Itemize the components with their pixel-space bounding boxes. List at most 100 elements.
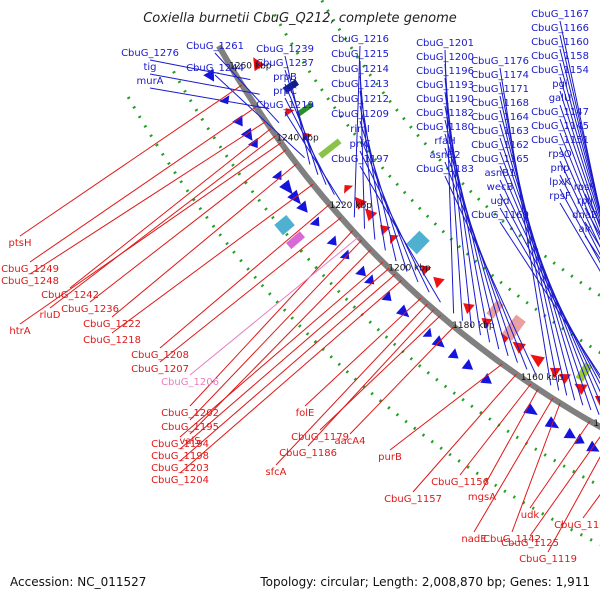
forward-label-cbug-1197: CbuG_1197 [331, 154, 389, 165]
forward-label-rpso: rpsO [548, 149, 572, 160]
leader-line [499, 207, 600, 380]
leader-line [284, 111, 344, 205]
forward-label-rpsr: rpsR [574, 182, 597, 193]
gc-content-track [126, 0, 600, 546]
reverse-gene-arrow [354, 196, 367, 210]
reverse-label-udk: udk [521, 510, 540, 521]
forward-gene-arrow [447, 348, 459, 359]
reverse-label-cbug-1186: CbuG_1186 [279, 448, 337, 459]
forward-label-cbug-1163: CbuG_1163 [471, 126, 529, 137]
forward-label-cbug-1169: CbuG_1169 [471, 210, 529, 221]
leader-line [111, 163, 297, 318]
reverse-label-cbug-1125: CbuG_1125 [501, 538, 559, 549]
forward-label-cbug-1158: CbuG_1158 [531, 51, 589, 62]
forward-label-tig: tig [143, 62, 156, 73]
leader-line [89, 149, 287, 303]
leader-line [559, 20, 600, 214]
leader-line [389, 363, 503, 451]
leader-line [359, 150, 430, 293]
reverse-gene-arrow [530, 354, 545, 368]
reverse-label-cbug-1207: CbuG_1207 [131, 364, 189, 375]
reverse-label-cbug-1119: CbuG_1119 [519, 554, 577, 565]
forward-label-rimi: rimI [350, 124, 370, 135]
map-title: Coxiella burnetii CbuG_Q212, complete ge… [143, 11, 457, 26]
forward-label-cbug-1160: CbuG_1160 [531, 37, 589, 48]
forward-label-cbug-1166: CbuG_1166 [531, 23, 589, 34]
reverse-label-cbug-1248: CbuG_1248 [1, 276, 59, 287]
leader-line [359, 135, 419, 283]
reverse-label-cbug-1120: CbuG_1120 [554, 520, 600, 531]
reverse-label-htra: htrA [9, 326, 30, 337]
leader-line [159, 204, 330, 349]
forward-label-cbug-1154: CbuG_1154 [531, 65, 589, 76]
leader-line [69, 128, 272, 289]
reverse-gene-arrow [344, 185, 354, 194]
forward-label-pnp: pnp [550, 163, 569, 174]
leader-line [149, 59, 251, 81]
forward-label-cbug-1190: CbuG_1190 [416, 94, 474, 105]
leader-line [179, 273, 396, 462]
forward-label-cbug-1261: CbuG_1261 [186, 41, 244, 52]
forward-label-ugd: ugd [490, 196, 509, 207]
forward-label-mura: murA [136, 76, 163, 87]
tick-label-1140-kbp: 1140 kbp [593, 419, 600, 429]
reverse-label-vals: valS [179, 436, 200, 447]
leader-line [275, 303, 428, 466]
cog-category-block [406, 230, 430, 255]
leader-line [559, 90, 600, 219]
leader-line [559, 188, 600, 264]
accession-text: Accession: NC_011527 [10, 575, 146, 589]
reverse-label-cbug-1242: CbuG_1242 [41, 290, 99, 301]
tick-label-1180-kbp: 1180 kbp [452, 321, 495, 331]
forward-label-cbug-1213: CbuG_1213 [331, 79, 389, 90]
leader-line [189, 230, 354, 407]
forward-gene-arrow [309, 216, 320, 227]
leader-line [359, 165, 441, 303]
forward-label-rpsf: rpsF [549, 191, 571, 202]
forward-label-cbug-1182: CbuG_1182 [416, 108, 474, 119]
leader-line [559, 174, 600, 256]
leader-line [307, 309, 435, 447]
reverse-label-cbug-1157: CbuG_1157 [384, 494, 442, 505]
reverse-gene-arrow [481, 318, 493, 329]
leader-line [284, 69, 319, 175]
reverse-label-mgsa: mgsA [468, 492, 496, 503]
forward-label-cbug-1239: CbuG_1239 [256, 44, 314, 55]
forward-gene-arrow [480, 373, 492, 384]
leader-line [214, 52, 280, 124]
forward-gene-arrow [364, 274, 375, 285]
forward-gene-arrow [355, 265, 366, 277]
leader-line [559, 104, 600, 223]
kbp-tick-marks: 1260 kbp 1240 kbp 1220 kbp 1200 kbp 1180 kbp… [229, 62, 600, 429]
leader-line [473, 398, 554, 533]
leader-line [559, 202, 600, 272]
leader-line [444, 175, 537, 376]
reverse-label-aaca4: aacA4 [335, 436, 366, 447]
forward-label-cbug-1200: CbuG_1200 [416, 52, 474, 63]
leader-line [359, 75, 376, 240]
leader-line [481, 388, 539, 491]
forward-label-asnb1: asnB1 [485, 168, 516, 179]
forward-label-cbug-1201: CbuG_1201 [416, 38, 474, 49]
forward-gene-arrow [586, 440, 600, 452]
forward-gene-arrow [381, 291, 392, 301]
leader-line [559, 48, 600, 212]
reverse-gene-arrow [365, 208, 378, 222]
forward-label-prfc: prfC [350, 139, 371, 150]
reverse-label-cbug-1179: CbuG_1179 [291, 432, 349, 443]
reverse-label-nade: nadE [461, 534, 486, 545]
leader-line [359, 90, 386, 251]
forward-gene-arrow [422, 327, 432, 337]
forward-label-prpc: prpC [273, 86, 297, 97]
forward-label-cbug-1214: CbuG_1214 [331, 64, 389, 75]
forward-label-rfah: rfaH [434, 136, 455, 147]
reverse-label-rlud: rluD [40, 310, 61, 321]
forward-label-cbug-1196: CbuG_1196 [416, 66, 474, 77]
reverse-label-cbug-1203: CbuG_1203 [151, 463, 209, 474]
cog-category-block [318, 138, 342, 159]
leader-line [349, 326, 455, 435]
leader-line [559, 118, 600, 229]
forward-gene-arrow [287, 189, 301, 205]
leader-line [214, 74, 305, 159]
